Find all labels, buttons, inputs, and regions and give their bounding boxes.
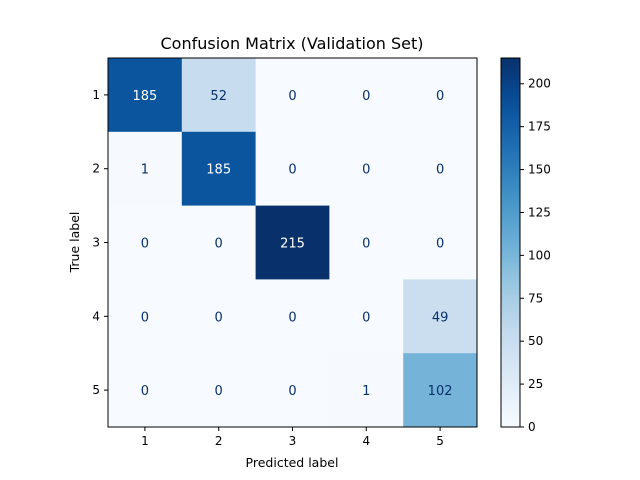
colorbar-tick-label: 150 <box>528 163 551 177</box>
cell-value-label: 185 <box>132 89 157 104</box>
y-tick-label: 2 <box>92 162 100 176</box>
heatmap-cell <box>108 131 183 207</box>
cell-value-label: 1 <box>141 163 149 178</box>
x-axis-ticks: 1 2 3 4 5 <box>141 427 444 448</box>
cell-value-label: 0 <box>436 89 444 104</box>
y-tick-label: 5 <box>92 383 100 397</box>
cell-value-label: 0 <box>288 89 296 104</box>
chart-title: Confusion Matrix (Validation Set) <box>161 34 424 53</box>
heatmap-cell <box>108 205 183 280</box>
heatmap-cell <box>181 353 257 428</box>
heatmap-cell <box>329 205 404 280</box>
heatmap-cell <box>403 131 478 207</box>
heatmap-cell <box>329 353 404 428</box>
cell-value-label: 0 <box>436 237 444 252</box>
heatmap-cell <box>108 353 183 428</box>
cell-value-label: 0 <box>362 310 370 325</box>
colorbar-tick-label: 25 <box>528 377 543 391</box>
cell-value-label: 0 <box>215 384 223 399</box>
x-axis-label: Predicted label <box>246 455 339 470</box>
heatmap-cell <box>181 58 257 133</box>
colorbar-tick-label: 125 <box>528 205 551 219</box>
cell-value-label: 0 <box>362 89 370 104</box>
colorbar-tick-label: 200 <box>528 77 551 91</box>
x-tick-label: 4 <box>362 434 370 448</box>
colorbar <box>501 58 520 427</box>
cell-value-label: 185 <box>206 163 231 178</box>
cell-value-label: 0 <box>288 310 296 325</box>
heatmap-cell <box>108 58 183 133</box>
heatmap-cell <box>403 353 478 428</box>
cell-value-label: 215 <box>280 237 305 252</box>
heatmap-cell <box>403 205 478 280</box>
colorbar-tick-label: 100 <box>528 248 551 262</box>
heatmap-cell <box>108 279 183 354</box>
heatmap-cell <box>403 58 478 133</box>
cell-value-label: 52 <box>210 89 227 104</box>
heatmap-cell <box>255 353 330 428</box>
heatmap-cell <box>255 205 330 280</box>
cell-value-label: 0 <box>362 163 370 178</box>
heatmap-cell <box>329 58 404 133</box>
heatmap-cell <box>181 205 257 280</box>
heatmap-cell <box>255 58 330 133</box>
colorbar-ticks: 0 25 50 75 100 125 150 175 200 <box>520 77 551 434</box>
cell-value-label: 102 <box>428 384 453 399</box>
cell-value-label: 0 <box>362 237 370 252</box>
cell-value-label: 0 <box>215 310 223 325</box>
x-tick-label: 5 <box>436 434 444 448</box>
y-tick-label: 3 <box>92 236 100 250</box>
colorbar-frame <box>500 57 521 428</box>
cell-value-label: 0 <box>436 163 444 178</box>
heatmap-cell <box>255 131 330 207</box>
cell-value-label: 0 <box>288 163 296 178</box>
heatmap-cell <box>329 131 404 207</box>
cell-value-label: 0 <box>288 384 296 399</box>
cell-value-label: 0 <box>141 237 149 252</box>
colorbar-tick-label: 50 <box>528 334 543 348</box>
colorbar-tick-label: 75 <box>528 291 543 305</box>
cell-value-label: 0 <box>141 384 149 399</box>
cell-value-label: 0 <box>141 310 149 325</box>
heatmap-cells <box>108 58 478 428</box>
colorbar-tick-label: 0 <box>528 420 536 434</box>
heatmap-cell <box>181 279 257 354</box>
y-tick-label: 4 <box>92 309 100 323</box>
x-tick-label: 3 <box>289 434 297 448</box>
y-tick-label: 1 <box>92 88 100 102</box>
cell-value-label: 0 <box>215 237 223 252</box>
heatmap-cell <box>403 279 478 354</box>
heatmap-cell-labels: 185 52 0 0 0 1 185 0 0 0 0 0 215 0 0 0 0 0 0 49 0 0 0 1 102 <box>132 89 452 399</box>
colorbar-tick-label: 175 <box>528 120 551 134</box>
cell-value-label: 49 <box>432 310 449 325</box>
x-tick-label: 1 <box>141 434 149 448</box>
x-tick-label: 2 <box>215 434 223 448</box>
y-axis-label: True label <box>67 212 82 274</box>
heatmap-cell <box>329 279 404 354</box>
heatmap-cell <box>255 279 330 354</box>
y-axis-ticks: 1 2 3 4 5 <box>92 88 108 397</box>
cell-value-label: 1 <box>362 384 370 399</box>
heatmap-cell <box>181 131 257 207</box>
